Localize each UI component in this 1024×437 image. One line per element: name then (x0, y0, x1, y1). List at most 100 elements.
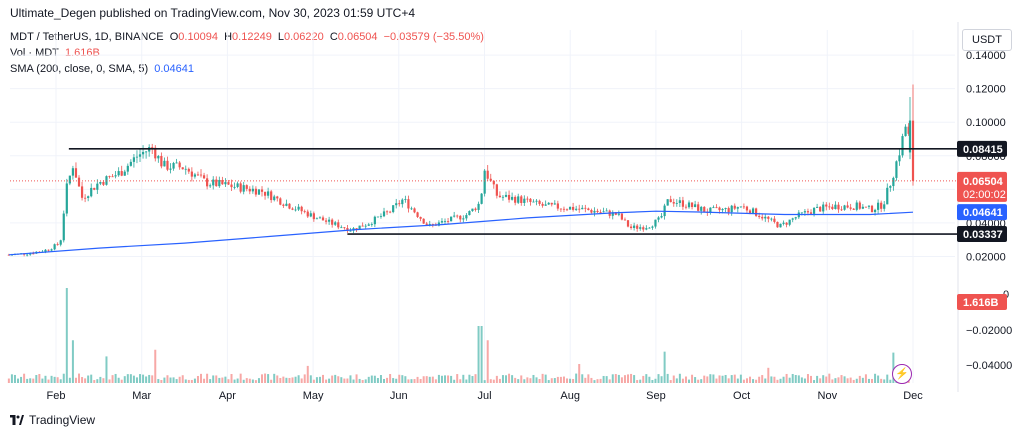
candle-body (419, 216, 422, 219)
candle-body (855, 202, 858, 210)
candle-body (687, 202, 691, 208)
volume-bar (849, 377, 852, 383)
volume-label[interactable]: Vol · MDT (10, 47, 59, 59)
volume-bar (730, 375, 733, 383)
candle-body (190, 171, 193, 177)
candle-body (74, 168, 78, 178)
volume-bar (877, 375, 880, 383)
volume-bar (767, 367, 770, 383)
time-tick-label: Apr (219, 390, 236, 402)
candle-body (68, 175, 71, 184)
candle-body (501, 196, 505, 198)
candle-body (666, 199, 669, 206)
volume-bar (700, 379, 703, 383)
volume-bar (578, 364, 581, 383)
candle-body (791, 218, 794, 220)
sma-value: 0.04641 (154, 63, 194, 75)
volume-tick-label: −0.04000 (966, 360, 1012, 372)
volume-bar (251, 379, 254, 383)
publisher-line: Ultimate_Degen published on TradingView.… (10, 6, 416, 20)
volume-bar (114, 373, 117, 383)
volume-bar (791, 373, 794, 383)
candle-body (230, 184, 233, 188)
volume-bar (742, 379, 745, 383)
volume-bar (410, 379, 413, 383)
level-badge-bg (957, 140, 1007, 157)
volume-bar (749, 376, 752, 383)
candle-body (886, 187, 889, 205)
candle-body (837, 204, 840, 210)
volume-bar (196, 375, 199, 383)
candle-body (590, 210, 593, 213)
candle-body (465, 215, 468, 219)
currency-button[interactable]: USDT (962, 29, 1012, 51)
volume-bar (684, 376, 687, 383)
candle-body (730, 205, 733, 213)
candle-body (53, 244, 56, 250)
volume-bar (35, 375, 38, 383)
symbol-label[interactable]: MDT / TetherUS, 1D, BINANCE (10, 31, 164, 43)
candle-body (135, 156, 139, 158)
volume-bar (178, 376, 181, 383)
volume-bar (602, 375, 605, 383)
candle-body (450, 216, 453, 222)
candle-body (904, 126, 907, 137)
volume-bar (132, 375, 135, 383)
volume-bar (215, 375, 218, 383)
candle-body (206, 178, 209, 187)
volume-bar (221, 377, 224, 383)
volume-bar (871, 378, 874, 383)
countdown-label: 02:00:02 (963, 189, 1006, 201)
volume-bar (20, 376, 23, 383)
lightning-icon[interactable]: ⚡ (892, 364, 912, 384)
candle-body (202, 175, 206, 179)
candle-body (739, 206, 742, 208)
sma-label[interactable]: SMA (200, close, 0, SMA, 5) (10, 63, 149, 75)
candle-body (806, 211, 810, 213)
volume-bar (419, 378, 422, 383)
volume-bar (633, 375, 636, 383)
volume-bar (733, 374, 736, 383)
candle-body (59, 240, 62, 245)
brand-name[interactable]: TradingView (29, 413, 96, 427)
candle-body (511, 196, 514, 200)
candle-body (785, 222, 788, 225)
volume-bar (654, 378, 657, 383)
candle-body (727, 208, 730, 213)
candle-body (456, 215, 459, 217)
candle-body (279, 198, 282, 205)
candle-body (858, 202, 861, 209)
volume-bar (514, 377, 517, 383)
candle-body (132, 157, 136, 162)
volume-bar (337, 376, 340, 383)
candle-body (376, 216, 380, 218)
candle-body (166, 160, 169, 170)
candle-body (697, 204, 700, 211)
volume-bar (538, 379, 541, 383)
candle-body (123, 171, 126, 176)
volume-bar (413, 379, 416, 383)
volume-bar (559, 376, 562, 383)
candle-body (285, 203, 288, 206)
level-lines[interactable] (68, 148, 958, 235)
candle-body (742, 206, 746, 208)
volume-bar (889, 379, 892, 383)
volume-bar (495, 375, 498, 383)
time-axis[interactable]: Feb Mar Apr May Jun Jul Aug Sep Oct Nov Dec (47, 390, 924, 402)
candle-body (901, 136, 904, 156)
volume-tick-label: −0.02000 (966, 325, 1012, 337)
volume-bar (681, 378, 684, 383)
candle-body (126, 165, 129, 172)
volume-bar (379, 375, 382, 383)
candle-body (483, 170, 486, 194)
volume-bar (7, 378, 10, 383)
volume-bar (404, 376, 407, 383)
candle-body (29, 253, 32, 255)
candle-body (636, 225, 639, 229)
volume-bar (398, 374, 401, 383)
volume-bar (605, 376, 608, 383)
volume-bar (71, 340, 74, 383)
volume-bar (154, 349, 157, 383)
volume-bar (242, 379, 245, 383)
